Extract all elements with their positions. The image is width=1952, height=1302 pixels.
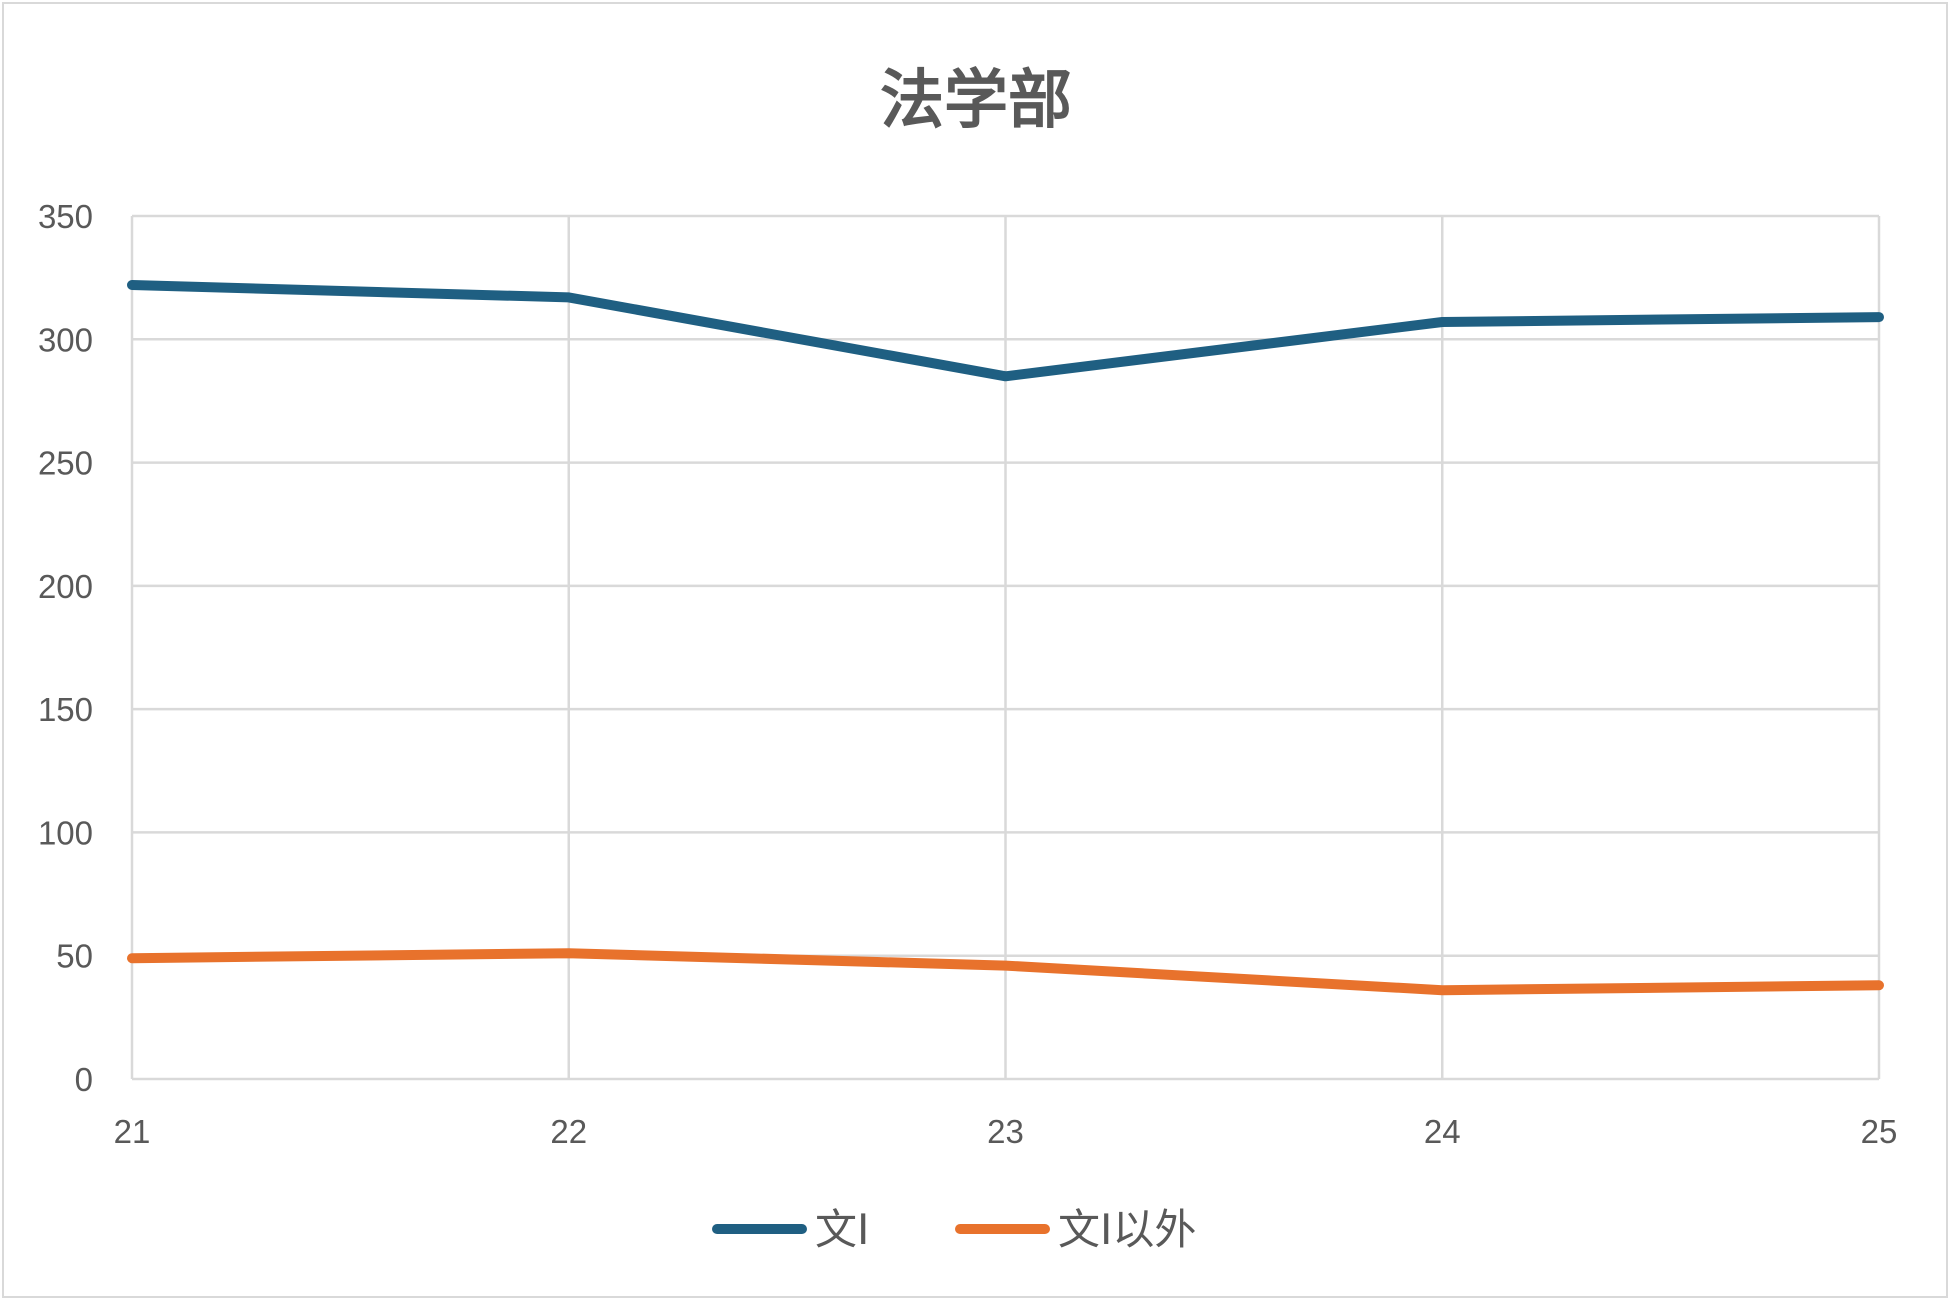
y-tick-label: 300: [38, 321, 93, 358]
y-tick-label: 250: [38, 445, 93, 482]
x-tick-label: 24: [1424, 1113, 1461, 1150]
y-tick-label: 0: [75, 1061, 93, 1098]
gridlines: [130, 214, 1881, 1081]
x-tick-label: 22: [550, 1113, 587, 1150]
y-tick-label: 150: [38, 691, 93, 728]
x-tick-label: 23: [987, 1113, 1024, 1150]
y-tick-label: 350: [38, 198, 93, 235]
legend: 文Ⅰ 文Ⅰ以外: [712, 1205, 1196, 1254]
y-tick-label: 50: [56, 938, 93, 975]
chart-title: 法学部: [880, 64, 1072, 138]
y-tick-label: 100: [38, 814, 93, 851]
x-tick-label: 25: [1861, 1113, 1898, 1150]
x-tick-label: 21: [114, 1113, 151, 1150]
y-tick-label: 200: [38, 568, 93, 605]
x-axis: 21 22 23 24 25: [114, 1113, 1898, 1150]
series-lines: [127, 280, 1884, 996]
legend-label-2: 文Ⅰ以外: [1058, 1205, 1196, 1254]
legend-label-1: 文Ⅰ: [815, 1205, 869, 1254]
y-axis: 0 50 100 150 200 250 300 350: [38, 198, 93, 1098]
